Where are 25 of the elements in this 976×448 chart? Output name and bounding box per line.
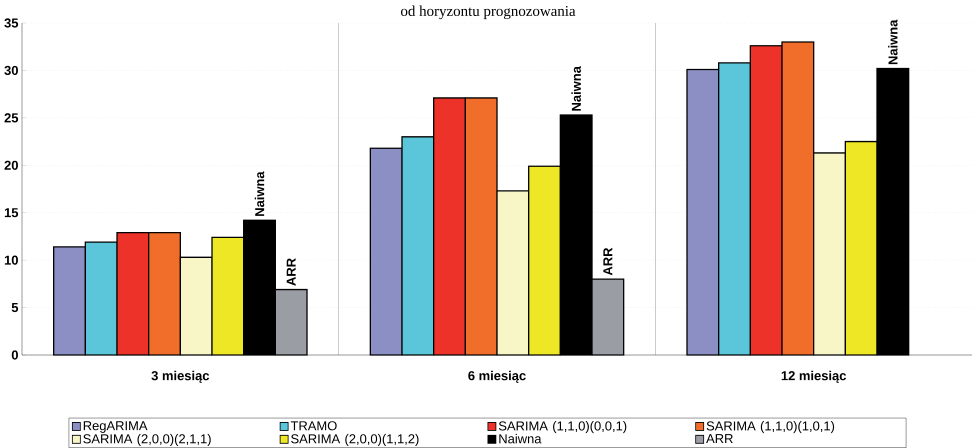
annotation: ARR	[286, 258, 296, 286]
y-tick-label: 5	[12, 303, 18, 312]
legend-label: SARIMA (1,1,0)(0,0,1)	[498, 421, 626, 434]
y-tick-label: 15	[4, 208, 18, 218]
legend-label: SARIMA (2,0,0)(1,1,2)	[291, 434, 419, 446]
y-tick-label: 25	[4, 113, 18, 122]
y-tick-label: 0	[12, 350, 18, 360]
x-tick-label: 12 miesiąc	[782, 370, 846, 383]
y-tick-label: 35	[4, 18, 18, 28]
annotation: Naiwna	[571, 66, 581, 111]
x-tick-label: 6 miesiąc	[468, 370, 526, 383]
legend-label: Naiwna	[499, 434, 542, 444]
x-tick-label: 3 miesiąc	[151, 370, 210, 383]
y-tick-label: 30	[4, 66, 18, 76]
legend-label: TRAMO	[290, 421, 337, 430]
annotation: Naiwna	[888, 20, 898, 64]
annotation: Naiwna	[254, 171, 264, 216]
legend-label: ARR	[706, 434, 733, 444]
y-tick-label: 20	[4, 160, 18, 170]
legend-label: SARIMA (2,0,0)(2,1,1)	[83, 434, 211, 446]
legend-label: RegARIMA	[84, 421, 148, 433]
legend-label: SARIMA (1,1,0)(1,0,1)	[706, 421, 834, 434]
y-tick-label: 10	[4, 256, 18, 265]
annotation: ARR	[603, 248, 612, 276]
chart-title: od horyzontu prognozowania	[401, 6, 576, 20]
